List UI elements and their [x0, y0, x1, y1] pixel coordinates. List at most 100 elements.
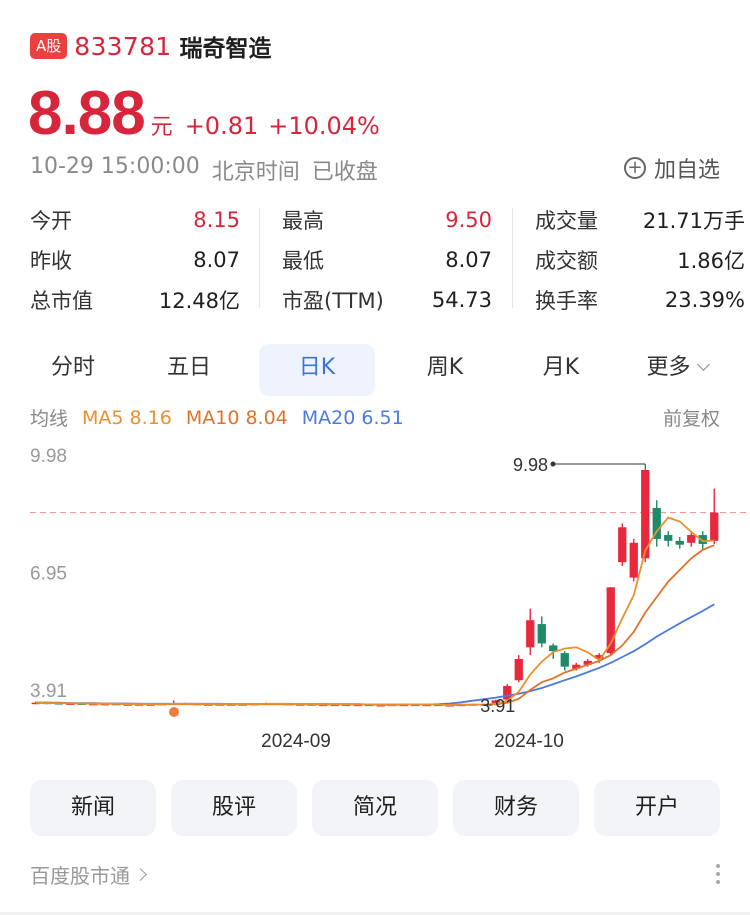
- stats-panel: 今开 8.15 昨收 8.07 总市值 12.48亿 最高 9.50 最低 8.07 市盈…: [30, 200, 745, 320]
- stat-value: 9.50: [445, 208, 492, 232]
- stat-value: 1.86亿: [677, 249, 745, 273]
- stat-label: 今开: [30, 209, 72, 233]
- stat-row-market-cap: 总市值 12.48亿: [30, 280, 240, 320]
- candle-body: [652, 507, 661, 539]
- time-zone: 北京时间: [211, 160, 300, 185]
- kline-chart[interactable]: 9.98 6.95 3.91 9.98 3.91 2024-09 2024-10: [0, 440, 750, 760]
- market-status: 已收盘: [311, 160, 378, 185]
- tab-more[interactable]: 更多: [619, 342, 735, 398]
- candle-body: [583, 660, 592, 665]
- x-tick-label: 2024-09: [261, 731, 331, 752]
- candle-body: [618, 527, 627, 563]
- stat-label: 总市值: [30, 289, 93, 313]
- add-to-watchlist-button[interactable]: + 加自选: [623, 152, 720, 184]
- tab-daily-k[interactable]: 日K: [259, 344, 375, 396]
- tab-five-day[interactable]: 五日: [166, 355, 211, 380]
- more-options-icon[interactable]: [716, 864, 722, 884]
- stat-row-high: 最高 9.50: [282, 200, 492, 240]
- ma20-value: MA20 6.51: [301, 406, 404, 429]
- stats-column-2: 最高 9.50 最低 8.07 市盈(TTM) 54.73: [282, 200, 492, 320]
- action-buttons: 新闻 股评 简况 财务 开户: [30, 780, 720, 836]
- y-tick-label: 6.95: [30, 563, 67, 584]
- candle-body: [526, 620, 535, 648]
- stat-label: 最低: [282, 249, 324, 273]
- candle-body: [687, 535, 696, 543]
- x-tick-label: 2024-10: [494, 731, 564, 752]
- price-change-percent: +10.04%: [268, 112, 380, 140]
- plus-circle-icon: +: [623, 157, 646, 179]
- event-marker-dot: [169, 707, 179, 717]
- stat-row-low: 最低 8.07: [282, 240, 492, 280]
- stat-label: 市盈(TTM): [282, 289, 384, 313]
- stat-value: 12.48亿: [158, 289, 240, 313]
- quote-datetime: 10-29 15:00:00: [30, 154, 200, 179]
- max-price-label: 9.98: [513, 455, 548, 475]
- stat-row-turnover-rate: 换手率 23.39%: [535, 280, 745, 320]
- moving-average-legend: 均线 MA5 8.16 MA10 8.04 MA20 6.51 前复权: [30, 404, 720, 431]
- stock-name: 瑞奇智造: [179, 36, 272, 62]
- candle-body: [503, 686, 512, 700]
- footer-label: 百度股市通: [30, 864, 130, 888]
- ma5-value: MA5 8.16: [82, 406, 172, 429]
- stats-divider: [259, 208, 260, 308]
- stat-value: 21.71万手: [642, 209, 745, 233]
- profile-button[interactable]: 简况: [312, 780, 438, 836]
- stat-label: 成交量: [535, 209, 598, 233]
- candle-body: [629, 542, 638, 578]
- candle-body: [664, 535, 673, 541]
- ma-title: 均线: [30, 408, 69, 430]
- open-account-button[interactable]: 开户: [594, 780, 720, 836]
- ma10-value: MA10 8.04: [185, 406, 288, 429]
- stock-code: 833781: [74, 31, 172, 61]
- stat-label: 换手率: [535, 289, 598, 313]
- candle-body: [710, 512, 719, 541]
- stat-label: 昨收: [30, 249, 72, 273]
- tab-weekly-k[interactable]: 周K: [426, 355, 464, 380]
- news-button[interactable]: 新闻: [30, 780, 156, 836]
- stat-label: 成交额: [535, 249, 598, 273]
- current-price: 8.88: [28, 79, 146, 148]
- max-marker-dot: [550, 461, 556, 467]
- chevron-right-icon: [134, 868, 147, 881]
- comments-button[interactable]: 股评: [171, 780, 297, 836]
- quote-time-row: 10-29 15:00:00 北京时间 已收盘: [30, 154, 378, 186]
- stat-value: 23.39%: [664, 288, 745, 312]
- candle-body: [698, 535, 707, 544]
- candle-body: [641, 470, 650, 559]
- stats-column-1: 今开 8.15 昨收 8.07 总市值 12.48亿: [30, 200, 240, 320]
- candle-body: [572, 664, 581, 669]
- candle-body: [560, 653, 569, 667]
- chevron-down-icon: [696, 358, 710, 371]
- market-badge: A股: [30, 33, 68, 59]
- stat-row-open: 今开 8.15: [30, 200, 240, 240]
- stat-value: 54.73: [431, 288, 492, 312]
- candle-body: [606, 587, 615, 654]
- min-price-label: 3.91: [480, 696, 515, 716]
- financials-button[interactable]: 财务: [453, 780, 579, 836]
- candle-body: [31, 702, 40, 705]
- stat-row-volume: 成交量 21.71万手: [535, 200, 745, 240]
- stat-value: 8.15: [193, 208, 240, 232]
- stats-divider: [512, 208, 513, 308]
- stat-value: 8.07: [445, 248, 492, 272]
- stat-row-turnover-amount: 成交额 1.86亿: [535, 240, 745, 280]
- price-adjust-toggle[interactable]: 前复权: [662, 408, 720, 430]
- price-row: 8.88 元 +0.81 +10.04%: [28, 78, 390, 149]
- candle-body: [675, 540, 684, 545]
- candle-body: [537, 624, 546, 644]
- candle-body: [514, 658, 523, 681]
- footer-link[interactable]: 百度股市通: [30, 860, 147, 889]
- price-unit: 元: [150, 115, 173, 140]
- ma5-line: [35, 516, 715, 706]
- stat-row-prev-close: 昨收 8.07: [30, 240, 240, 280]
- chart-period-tabs: 分时 五日 日K 周K 月K 更多: [15, 342, 735, 398]
- candle-body: [595, 655, 604, 659]
- stat-row-pe: 市盈(TTM) 54.73: [282, 280, 492, 320]
- y-tick-label: 3.91: [30, 681, 67, 702]
- kline-chart-svg: 9.98 6.95 3.91 9.98 3.91 2024-09 2024-10: [30, 446, 750, 752]
- tab-intraday[interactable]: 分时: [50, 355, 95, 380]
- candle-body: [549, 645, 558, 652]
- price-change: +0.81: [184, 112, 259, 140]
- tab-more-label: 更多: [646, 355, 691, 380]
- tab-monthly-k[interactable]: 月K: [542, 355, 580, 380]
